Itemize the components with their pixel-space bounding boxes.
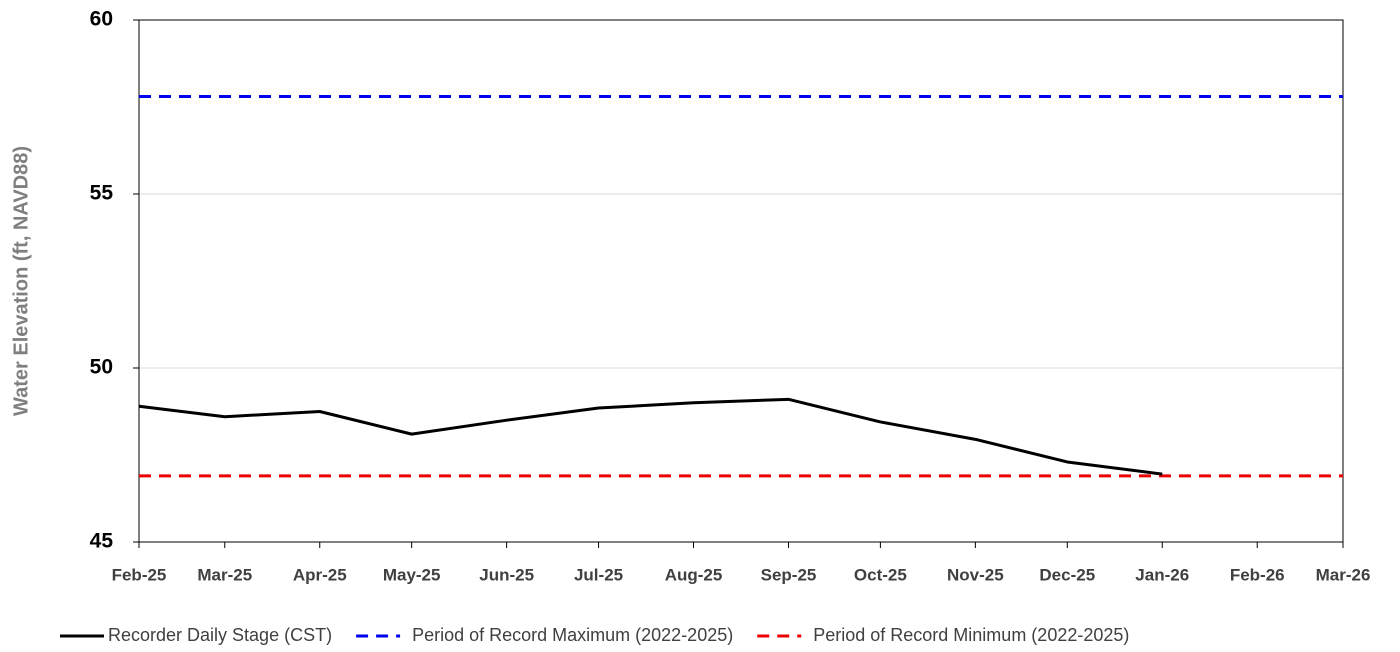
x-tick-label: Oct-25 [854,565,907,584]
data-line [138,397,1163,476]
y-tick-label: 55 [90,182,114,205]
legend-label: Recorder Daily Stage (CST) [108,625,332,645]
y-tick-label: 50 [90,356,113,379]
x-tick-label: Sep-25 [761,565,817,584]
y-tick-label: 45 [90,530,114,553]
x-tick-label: Mar-26 [1316,565,1371,584]
x-tick-label: May-25 [383,565,441,584]
x-tick-label: Jun-25 [479,565,534,584]
x-tick-label: Mar-25 [197,565,252,584]
legend-label: Period of Record Maximum (2022-2025) [412,625,733,645]
x-tick-label: Aug-25 [665,565,723,584]
y-tick-label: 60 [90,8,113,31]
y-axis-label: Water Elevation (ft, NAVD88) [10,146,32,416]
x-tick-label: Jan-26 [1135,565,1189,584]
x-tick-label: Dec-25 [1039,565,1095,584]
x-tick-label: Feb-26 [1230,565,1285,584]
x-tick-label: Jul-25 [574,565,623,584]
x-tick-label: Apr-25 [293,565,347,584]
legend-label: Period of Record Minimum (2022-2025) [813,625,1129,645]
x-tick-label: Feb-25 [112,565,167,584]
x-tick-label: Nov-25 [947,565,1004,584]
plot-frame [138,19,1344,543]
